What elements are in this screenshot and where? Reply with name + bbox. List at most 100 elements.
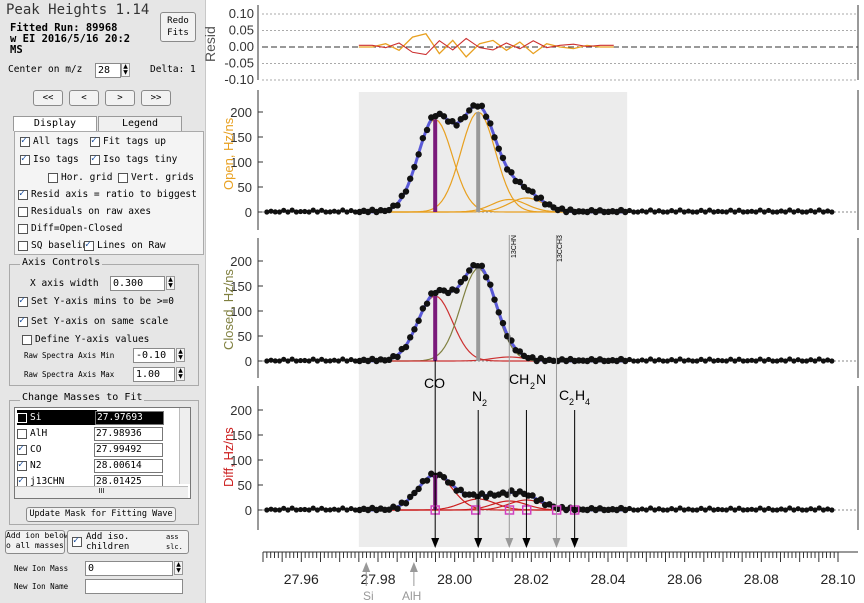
add-ion-below-button[interactable]: Add ion below o all masses lis: [5, 530, 83, 554]
axis-controls-title: Axis Controls: [20, 257, 103, 268]
data-point: [289, 207, 295, 213]
add-iso-button[interactable]: Add iso. children ass slc.: [67, 530, 189, 554]
list-item-alh[interactable]: AlH 27.98936: [17, 426, 163, 441]
raw-min-spinner[interactable]: ▲ ▼: [176, 348, 185, 362]
data-point: [268, 357, 274, 363]
data-point: [719, 358, 725, 364]
list-item-si[interactable]: Si: [17, 410, 97, 425]
cb-same-scale[interactable]: Set Y-axis on same scale: [18, 315, 168, 327]
mass-value[interactable]: 27.99492: [94, 442, 163, 457]
data-point: [795, 506, 801, 512]
data-point: [723, 507, 730, 513]
data-point: [319, 207, 325, 213]
data-point: [478, 262, 486, 270]
peak-label-ch-n: N: [536, 371, 546, 387]
nav-prev-button[interactable]: <: [69, 90, 99, 106]
data-point: [719, 209, 725, 215]
tab-display-tweaks[interactable]: Display Tweaks: [13, 116, 97, 143]
data-point: [508, 169, 515, 176]
data-point: [778, 506, 784, 512]
cb-iso-tags[interactable]: Iso tags: [20, 153, 79, 165]
data-point: [449, 117, 456, 125]
data-point: [626, 356, 633, 363]
resid-open-line: [358, 33, 614, 58]
data-point: [449, 480, 456, 487]
list-item-co[interactable]: CO 27.99492: [17, 442, 163, 457]
center-spinner[interactable]: ▲ ▼: [121, 63, 130, 77]
y-tick-label: 0: [245, 503, 252, 518]
cb-diff[interactable]: Diff=Open-Closed: [18, 223, 123, 234]
data-point: [626, 207, 633, 214]
data-point: [766, 505, 772, 512]
data-point: [635, 209, 641, 215]
run-label: Fitted Run: 89968: [10, 22, 118, 34]
y-tick-label: 200: [230, 403, 252, 418]
check-icon: [84, 239, 94, 251]
cb-hor-grid[interactable]: Hor. grid: [48, 172, 112, 183]
open-axis-label: Open, Hz/ns: [221, 117, 236, 190]
redo-fits-button[interactable]: Redo Fits: [160, 12, 196, 42]
data-point: [302, 208, 308, 215]
data-point: [440, 474, 448, 481]
data-point: [495, 145, 502, 152]
resid-tick-label: -0.10: [224, 72, 254, 87]
data-point: [744, 507, 751, 513]
x-width-input[interactable]: 0.300: [110, 276, 165, 291]
new-ion-mass-spinner[interactable]: ▲ ▼: [174, 561, 183, 575]
data-point: [749, 357, 755, 363]
mass-value[interactable]: 28.00614: [94, 458, 163, 473]
cb-lines-raw[interactable]: Lines on Raw: [84, 239, 166, 251]
list-item-si-mass[interactable]: 27.97693: [95, 410, 164, 425]
cb-iso-tags-tiny[interactable]: Iso tags tiny: [90, 153, 177, 165]
nav-last-button[interactable]: >>: [141, 90, 171, 106]
data-point: [774, 209, 780, 215]
y-tick-label: 150: [230, 279, 252, 294]
cb-vert-grids[interactable]: Vert. grids: [118, 172, 194, 183]
data-point: [715, 208, 721, 214]
data-point: [761, 507, 768, 513]
nav-first-button[interactable]: <<: [33, 90, 63, 106]
data-point: [723, 358, 730, 364]
list-item-n2[interactable]: N2 28.00614: [17, 458, 163, 473]
raw-min-label-text: Raw Spectra Axis Min: [24, 351, 115, 360]
cb-define-y[interactable]: Define Y-axis values: [22, 334, 149, 345]
cb-residuals-raw[interactable]: Residuals on raw axes: [18, 206, 151, 217]
data-point: [669, 357, 675, 363]
new-ion-name-input[interactable]: [85, 579, 183, 594]
data-point: [643, 209, 649, 215]
update-mask-button[interactable]: Update Mask for Fitting Wave: [26, 507, 176, 522]
run-info: w EI 2016/5/16 20:2: [10, 33, 131, 45]
data-point: [702, 358, 708, 364]
cb-fit-tags-up[interactable]: Fit tags up: [90, 135, 166, 147]
new-ion-mass-input[interactable]: 0: [85, 561, 173, 576]
raw-max-input[interactable]: 1.00: [133, 367, 175, 382]
nav-next-button[interactable]: >: [105, 90, 135, 106]
cb-iso-tags-label: Iso tags: [33, 154, 79, 165]
cb-sq-baseline[interactable]: SQ baselin: [18, 240, 88, 251]
masses-list[interactable]: Si 27.97693 AlH 27.98936 CO 27.99492 N2 28.…: [14, 407, 191, 499]
cb-all-tags[interactable]: All tags: [20, 135, 79, 147]
data-point: [340, 207, 346, 213]
data-point: [728, 505, 734, 511]
data-point: [803, 358, 810, 364]
cb-set-ymin[interactable]: Set Y-axis mins to be >=0: [18, 295, 174, 307]
x-width-spinner[interactable]: ▲ ▼: [166, 276, 175, 290]
mass-value[interactable]: 27.97693: [95, 410, 164, 425]
fit-window-shade-rect: [358, 92, 628, 547]
center-mz-input[interactable]: 28: [95, 63, 121, 78]
data-point: [264, 507, 270, 513]
data-point: [774, 358, 780, 364]
list-hscrollbar[interactable]: III: [15, 486, 188, 498]
cb-resid-axis[interactable]: Resid axis = ratio to biggest: [18, 188, 197, 200]
raw-max-spinner[interactable]: ▲ ▼: [176, 367, 185, 381]
raw-min-input[interactable]: -0.10: [133, 348, 175, 363]
data-point: [816, 356, 822, 362]
data-point: [652, 209, 658, 215]
mass-value[interactable]: 27.98936: [94, 426, 163, 441]
list-vscrollbar[interactable]: [179, 408, 190, 484]
tab-legend[interactable]: Legend: [98, 116, 182, 131]
peak-label-n-sub: 2: [482, 398, 487, 408]
data-point: [825, 208, 831, 214]
data-point: [444, 289, 452, 297]
